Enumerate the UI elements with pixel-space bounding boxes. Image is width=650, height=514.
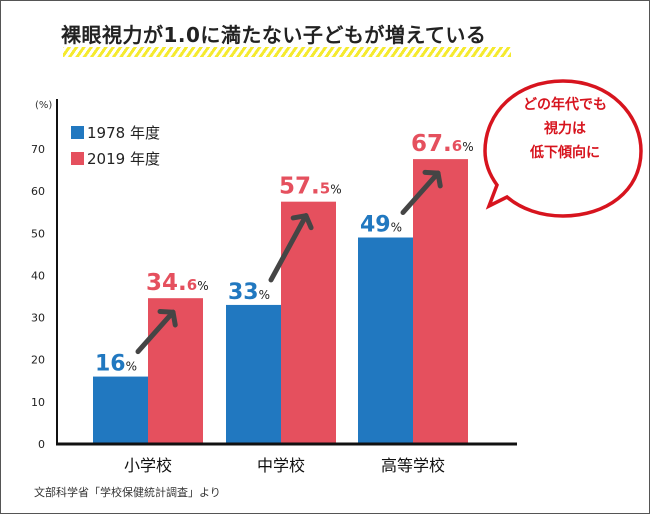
- increase-arrow-head: [157, 308, 178, 328]
- bar-1978: [358, 237, 413, 444]
- data-label-2019: 57.5%: [279, 174, 342, 200]
- data-label-value: 16: [95, 352, 126, 377]
- data-label-2019: 34.6%: [146, 270, 209, 296]
- callout-bubble: [483, 79, 643, 218]
- data-label-unit: %: [197, 279, 208, 293]
- increase-arrow-shaft: [268, 213, 309, 283]
- legend-label-1978: 1978 年度: [87, 123, 160, 142]
- data-label-unit: %: [391, 221, 402, 235]
- legend: 1978 年度 2019 年度: [71, 119, 160, 171]
- callout-line-1: どの年代でも: [523, 97, 607, 113]
- legend-swatch-1978: [71, 125, 84, 139]
- x-category-label: 高等学校: [381, 456, 445, 475]
- y-tick-label: 10: [31, 396, 45, 409]
- data-label-decimal: 6: [452, 137, 462, 155]
- data-label-unit: %: [330, 183, 341, 197]
- source-note: 文部科学省「学校保健統計調査」より: [34, 486, 221, 499]
- callout-line-2: 視力は: [544, 121, 586, 137]
- data-label-value: 49: [360, 213, 391, 238]
- y-tick-label: 60: [31, 185, 45, 198]
- data-label-value: 34.: [146, 270, 187, 296]
- bar-2019: [413, 159, 468, 444]
- legend-swatch-2019: [71, 151, 84, 165]
- increase-arrow-head: [290, 213, 314, 231]
- y-tick-label: 70: [31, 143, 45, 156]
- data-label-unit: %: [462, 140, 473, 154]
- legend-item-1978: 1978 年度: [71, 119, 160, 145]
- data-label-unit: %: [126, 360, 137, 374]
- bar-1978: [226, 304, 281, 444]
- y-tick-label: 30: [31, 312, 45, 325]
- data-label-1978: 16%: [95, 352, 137, 377]
- data-label-1978: 33%: [228, 280, 270, 305]
- y-tick-label: 0: [38, 438, 45, 451]
- data-label-value: 67.: [411, 131, 452, 157]
- title-highlight: [63, 47, 511, 57]
- callout-text: どの年代でも 視力は 低下傾向に: [497, 93, 633, 165]
- y-tick-label: 40: [31, 269, 45, 282]
- y-tick-label: 50: [31, 227, 45, 240]
- bar-1978: [93, 376, 148, 444]
- increase-arrow-shaft: [400, 170, 441, 215]
- data-label-value: 33: [228, 280, 259, 305]
- chart-title-block: 裸眼視力が1.0に満たない子どもが増えている: [61, 19, 511, 59]
- data-label-2019: 67.6%: [411, 131, 474, 157]
- data-label-1978: 49%: [360, 213, 402, 238]
- increase-arrow-head: [422, 169, 443, 189]
- increase-arrow-shaft: [135, 309, 176, 355]
- data-label-decimal: 6: [187, 276, 197, 294]
- y-axis-unit-label: (%): [35, 100, 52, 111]
- chart-title: 裸眼視力が1.0に満たない子どもが増えている: [61, 23, 487, 47]
- legend-item-2019: 2019 年度: [71, 145, 160, 171]
- data-label-unit: %: [259, 288, 270, 302]
- data-label-decimal: 5: [320, 180, 330, 198]
- x-category-label: 中学校: [257, 456, 305, 475]
- y-tick-label: 20: [31, 354, 45, 367]
- callout-line-3: 低下傾向に: [530, 145, 600, 161]
- data-label-value: 57.: [279, 174, 320, 200]
- x-category-label: 小学校: [124, 456, 172, 475]
- legend-label-2019: 2019 年度: [87, 149, 160, 168]
- bar-2019: [281, 201, 336, 444]
